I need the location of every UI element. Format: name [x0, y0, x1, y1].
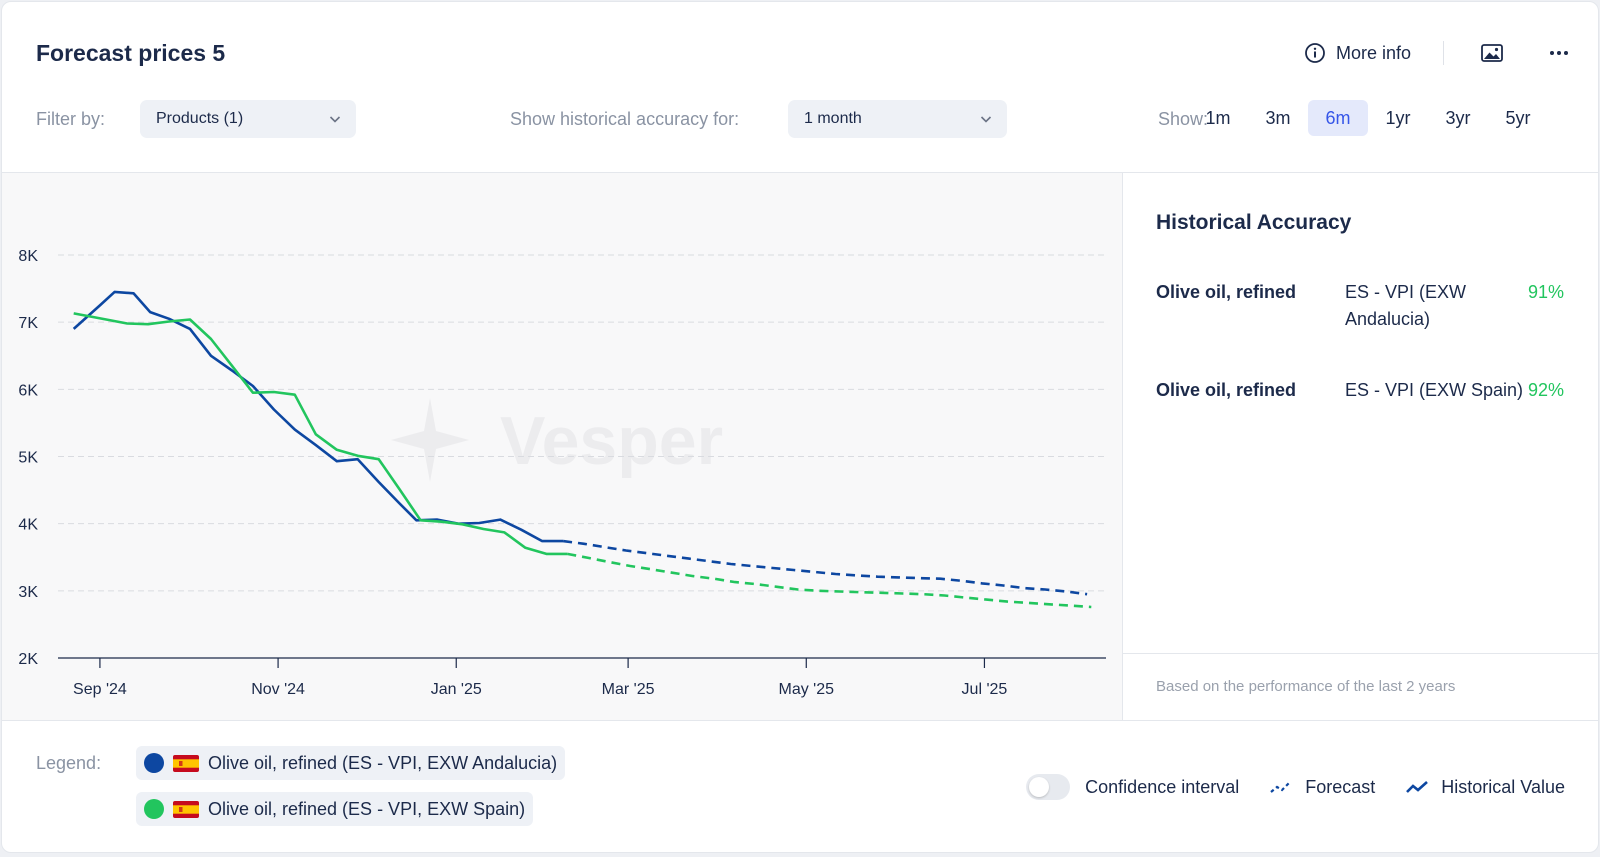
historical-legend: Historical Value	[1405, 777, 1565, 798]
more-info-label: More info	[1335, 42, 1411, 63]
confidence-interval-toggle[interactable]	[1026, 774, 1071, 800]
export-image-button[interactable]	[1480, 42, 1504, 64]
more-info-button[interactable]: More info	[1304, 42, 1411, 64]
period-5yr[interactable]: 5yr	[1505, 107, 1531, 128]
y-tick-label: 5K	[18, 450, 38, 467]
accuracy-value: 91%	[1527, 282, 1564, 302]
y-tick-label: 3K	[18, 584, 38, 601]
chevron-down-icon	[329, 116, 341, 123]
accuracy-product: Olive oil, refined	[1156, 282, 1297, 302]
forecast-legend: Forecast	[1269, 777, 1375, 798]
legend-item-label: Olive oil, refined (ES - VPI, EXW Andalu…	[208, 752, 558, 773]
historical-line-icon	[1406, 781, 1429, 793]
spain-flag-icon	[173, 754, 199, 772]
period-6m[interactable]: 6m	[1308, 100, 1368, 136]
accuracy-panel: Historical Accuracy Olive oil, refined E…	[1123, 173, 1598, 720]
series-1-forecast-line	[567, 552, 1092, 609]
y-tick-label: 7K	[18, 315, 38, 332]
accuracy-source: ES - VPI (EXW Andalucia)	[1345, 282, 1467, 329]
series-color-dot	[144, 799, 164, 819]
x-tick-label: Nov '24	[251, 681, 305, 698]
toggle-knob	[1029, 777, 1050, 797]
period-3m[interactable]: 3m	[1265, 107, 1291, 128]
series-0-forecast-line	[562, 539, 1088, 596]
legend-label: Legend:	[36, 753, 102, 773]
accuracy-row: Olive oil, refined ES - VPI (EXW Spain) …	[1156, 377, 1576, 407]
x-tick-label: Sep '24	[73, 681, 127, 698]
historical-label: Historical Value	[1441, 776, 1565, 797]
products-select[interactable]: Products (1)	[140, 100, 356, 138]
image-icon	[1481, 44, 1503, 62]
products-select-value: Products (1)	[156, 110, 244, 127]
card-title: Forecast prices 5	[36, 40, 226, 66]
accuracy-product: Olive oil, refined	[1156, 380, 1297, 400]
period-1yr[interactable]: 1yr	[1385, 107, 1411, 128]
period-1m[interactable]: 1m	[1205, 107, 1231, 128]
chevron-down-icon	[980, 116, 992, 123]
legend-divider	[2, 720, 1598, 721]
period-3yr[interactable]: 3yr	[1445, 107, 1471, 128]
show-label: Show:	[1158, 109, 1209, 129]
filter-row: Filter by: Products (1) Show historical …	[2, 100, 1598, 138]
spain-flag-icon	[173, 800, 199, 818]
legend-item-spain[interactable]: Olive oil, refined (ES - VPI, EXW Spain)	[136, 792, 534, 826]
series-0-historical-line	[72, 290, 564, 543]
chart-options: Confidence interval Forecast Historical …	[1026, 773, 1565, 801]
x-tick-label: Mar '25	[602, 681, 655, 698]
accuracy-select[interactable]: 1 month	[788, 100, 1007, 138]
y-tick-label: 2K	[18, 651, 38, 668]
legend-item-andalucia[interactable]: Olive oil, refined (ES - VPI, EXW Andalu…	[136, 746, 566, 780]
confidence-interval-label: Confidence interval	[1085, 776, 1240, 797]
chart-area: Vesper 2K 3K 4K 5K 6K 7K 8K Sep '24 Nov '24 Jan '2…	[2, 173, 1122, 720]
accuracy-title: Historical Accuracy	[1156, 211, 1352, 234]
accuracy-source: ES - VPI (EXW Spain)	[1345, 380, 1524, 400]
forecast-label: Forecast	[1305, 776, 1376, 797]
info-icon	[1305, 43, 1325, 63]
more-options-button[interactable]	[1548, 42, 1570, 64]
forecast-line-icon	[1270, 781, 1292, 793]
header-separator	[1443, 41, 1444, 65]
watermark-text: Vesper	[500, 403, 723, 479]
y-tick-label: 6K	[18, 382, 38, 399]
series-1-historical-line	[73, 312, 568, 556]
x-tick-label: Jul '25	[962, 681, 1008, 698]
x-tick-label: May '25	[779, 681, 835, 698]
legend-item-label: Olive oil, refined (ES - VPI, EXW Spain)	[208, 798, 526, 819]
price-chart: Vesper 2K 3K 4K 5K 6K 7K 8K Sep '24 Nov '24 Jan '2…	[18, 248, 1106, 698]
accuracy-note: Based on the performance of the last 2 y…	[1156, 678, 1456, 695]
x-tick-label: Jan '25	[431, 681, 482, 698]
section-divider	[2, 172, 1598, 173]
panel-divider	[1122, 173, 1123, 720]
accuracy-label: Show historical accuracy for:	[510, 109, 740, 129]
accuracy-select-value: 1 month	[804, 110, 862, 127]
period-selector: 1m 3m 6m 1yr 3yr 5yr	[1188, 100, 1548, 136]
series-color-dot	[144, 753, 164, 773]
accuracy-value: 92%	[1527, 380, 1564, 400]
accuracy-row: Olive oil, refined ES - VPI (EXW Andaluc…	[1156, 279, 1576, 339]
y-tick-label: 8K	[18, 248, 38, 265]
watermark-star-icon	[391, 398, 469, 482]
more-horizontal-icon	[1550, 51, 1568, 55]
filter-by-label: Filter by:	[36, 109, 106, 129]
header-actions: More info	[1304, 38, 1570, 68]
accuracy-note-divider	[1123, 653, 1598, 654]
y-tick-label: 4K	[18, 517, 38, 534]
